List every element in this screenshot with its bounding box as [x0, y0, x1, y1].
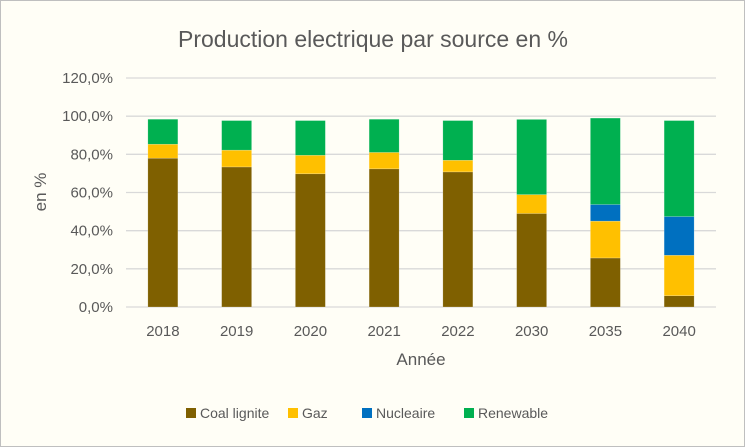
x-tick-label: 2022: [441, 323, 474, 340]
bar-segment-coal-lignite: [516, 213, 547, 308]
bar-segment-renewable: [295, 120, 326, 156]
bar-segment-coal-lignite: [295, 173, 326, 308]
chart-title: Production electrique par source en %: [178, 26, 568, 52]
legend-label: Coal lignite: [200, 405, 269, 421]
x-tick-label: 2021: [367, 323, 400, 340]
bar-segment-gaz: [368, 152, 400, 170]
y-tick-label: 20,0%: [70, 261, 113, 278]
x-tick-label: 2019: [220, 323, 253, 340]
bar-segment-coal-lignite: [663, 295, 695, 308]
y-tick-label: 0,0%: [79, 299, 113, 316]
legend-swatch: [186, 408, 196, 418]
bar-segment-gaz: [147, 143, 179, 159]
legend-swatch: [288, 408, 298, 418]
x-tick-label: 2040: [662, 323, 695, 340]
bar-segment-gaz: [221, 149, 252, 168]
bar-segment-renewable: [516, 119, 547, 195]
bar-segment-nucleaire: [663, 216, 695, 256]
bar-segment-gaz: [442, 159, 474, 173]
x-axis-label: Année: [396, 350, 445, 369]
bar-segment-gaz: [663, 255, 695, 296]
bar-segment-renewable: [368, 118, 400, 153]
bar-segment-nucleaire: [590, 204, 621, 222]
bar-segment-renewable: [442, 120, 474, 161]
bar-segment-coal-lignite: [590, 257, 621, 308]
bar-segment-renewable: [221, 120, 252, 151]
legend-swatch: [362, 408, 372, 418]
bar-segment-coal-lignite: [442, 171, 474, 308]
bar-segment-coal-lignite: [368, 168, 400, 308]
x-tick-label: 2018: [146, 323, 179, 340]
x-tick-label: 2035: [589, 323, 622, 340]
y-tick-label: 40,0%: [70, 223, 113, 240]
legend-label: Nucleaire: [376, 405, 435, 421]
y-tick-label: 120,0%: [62, 70, 113, 87]
x-tick-label: 2020: [294, 323, 327, 340]
legend-label: Renewable: [478, 405, 548, 421]
y-tick-label: 60,0%: [70, 185, 113, 202]
bar-segment-coal-lignite: [147, 157, 179, 308]
y-tick-label: 80,0%: [70, 146, 113, 163]
y-tick-label: 100,0%: [62, 108, 113, 125]
bar-segment-renewable: [663, 120, 695, 217]
bar-segment-renewable: [590, 117, 621, 205]
bar-segment-gaz: [295, 155, 326, 175]
y-axis-label: en %: [31, 173, 50, 212]
bar-segment-gaz: [590, 220, 621, 259]
legend-label: Gaz: [302, 405, 328, 421]
bar-segment-renewable: [147, 118, 179, 145]
legend-swatch: [464, 408, 474, 418]
bar-segment-coal-lignite: [221, 166, 252, 308]
bar-segment-gaz: [516, 194, 547, 214]
x-tick-label: 2030: [515, 323, 548, 340]
